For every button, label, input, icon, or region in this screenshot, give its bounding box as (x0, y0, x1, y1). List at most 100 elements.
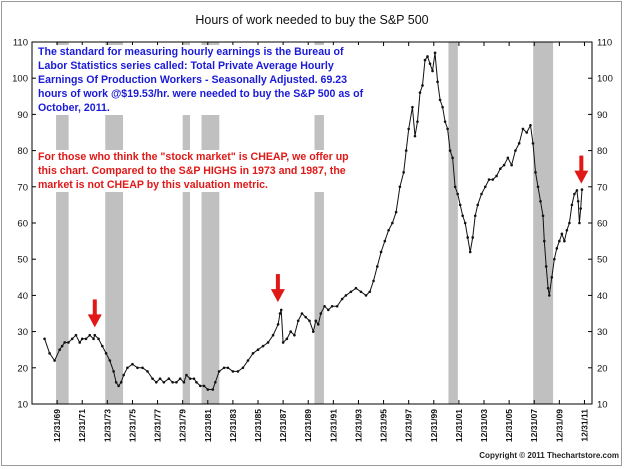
data-point (93, 333, 97, 337)
x-tick-label: 12/31/79 (178, 409, 188, 442)
x-tick-label: 12/31/93 (353, 409, 363, 442)
data-point (379, 250, 383, 254)
data-point (471, 236, 475, 239)
data-point (185, 373, 188, 377)
data-point (466, 236, 469, 239)
data-point (354, 286, 358, 290)
data-point (394, 210, 398, 214)
data-point (448, 149, 452, 152)
data-point (97, 337, 100, 341)
y-axis-right: 10 20 30 40 50 60 70 80 90 100 110 (597, 38, 613, 411)
data-point (428, 62, 432, 66)
data-point (407, 127, 410, 131)
data-point (544, 265, 548, 268)
data-point (114, 380, 118, 384)
recession-bar (182, 42, 190, 404)
data-point (104, 352, 108, 355)
peak-arrow (87, 299, 102, 328)
data-point (155, 380, 158, 384)
arrow-head (87, 314, 102, 328)
peak-arrow (270, 274, 285, 303)
data-point (558, 239, 561, 243)
y-tick-label: 90 (597, 110, 608, 121)
data-point (188, 377, 192, 380)
x-tick-label: 12/31/71 (77, 409, 87, 442)
data-point (423, 58, 427, 62)
data-point (560, 232, 564, 236)
data-point (413, 134, 417, 138)
data-point (304, 315, 308, 319)
data-point (335, 304, 339, 308)
data-point (278, 312, 282, 315)
data-point (411, 105, 414, 109)
data-point (296, 319, 300, 323)
y-tick-label: 70 (17, 182, 28, 193)
data-point (402, 171, 405, 174)
x-tick-label: 12/31/09 (554, 409, 564, 442)
x-tick-label: 12/31/91 (328, 409, 338, 442)
data-point (404, 149, 408, 152)
data-point (136, 366, 139, 370)
data-point (67, 341, 70, 344)
y-tick-label: 100 (12, 74, 28, 85)
data-point (431, 69, 434, 73)
y-tick-label: 70 (597, 182, 608, 193)
data-point (517, 142, 521, 145)
data-point (576, 199, 580, 203)
data-point (570, 203, 574, 207)
y-tick-label: 80 (597, 146, 608, 157)
data-point (48, 352, 51, 355)
data-point (468, 250, 472, 254)
data-point (101, 344, 104, 348)
data-point (446, 127, 449, 131)
x-tick-label: 12/31/87 (278, 409, 288, 442)
arrow-head (270, 289, 285, 303)
data-point (568, 221, 571, 225)
arrow-shaft (92, 299, 97, 316)
x-tick-label: 12/31/99 (429, 409, 439, 442)
data-point (222, 366, 226, 370)
data-point (202, 384, 206, 388)
data-point (579, 207, 582, 210)
data-point (580, 188, 584, 191)
x-tick-label: 12/31/97 (404, 409, 414, 442)
data-point (43, 337, 46, 341)
data-point (78, 341, 82, 344)
data-point (578, 221, 581, 225)
x-tick-label: 12/31/69 (52, 409, 62, 442)
data-point (546, 286, 550, 290)
y-tick-label: 90 (17, 110, 28, 121)
recession-bar (314, 42, 324, 404)
series-points (43, 51, 584, 391)
y-tick-label: 110 (13, 38, 28, 49)
data-point (323, 304, 326, 308)
y-tick-label: 10 (597, 400, 608, 411)
data-point (308, 319, 311, 323)
x-tick-label: 12/31/83 (228, 409, 238, 442)
y-tick-label: 80 (17, 146, 28, 157)
data-point (539, 199, 542, 203)
data-point (276, 323, 280, 326)
data-point (372, 279, 375, 283)
data-point (206, 388, 210, 391)
data-point (542, 239, 546, 243)
data-point (251, 352, 255, 355)
data-point (231, 370, 235, 373)
data-point (285, 337, 289, 341)
data-point (463, 221, 467, 225)
data-point (84, 337, 88, 341)
data-point (279, 308, 283, 312)
data-point (421, 84, 424, 87)
data-point (53, 359, 56, 362)
data-point (344, 294, 348, 297)
y-tick-label: 110 (597, 38, 612, 49)
peak-arrows (87, 155, 589, 328)
data-point (63, 341, 66, 344)
data-point (271, 333, 275, 337)
recession-bar (201, 42, 220, 404)
x-tick-label: 12/31/73 (102, 409, 112, 442)
data-point (483, 185, 487, 189)
data-point (565, 228, 569, 232)
data-point (261, 344, 265, 348)
data-point (117, 384, 120, 388)
